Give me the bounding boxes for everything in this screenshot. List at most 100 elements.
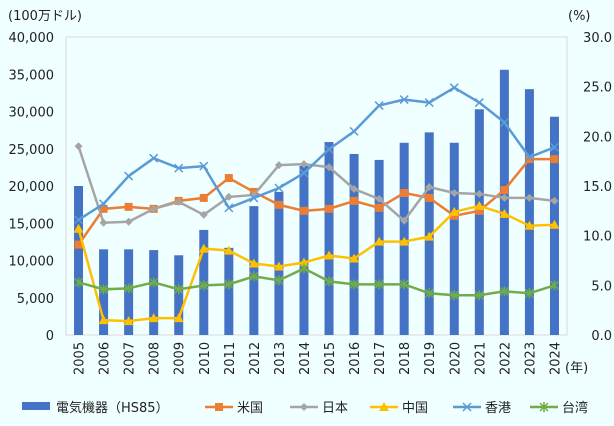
bar bbox=[524, 89, 534, 336]
left-tick-label: 30,000 bbox=[9, 106, 55, 121]
marker-star bbox=[149, 277, 159, 288]
x-tick-label: 2015 bbox=[323, 342, 338, 375]
line-series-日本 bbox=[74, 142, 559, 227]
x-tick-label: 2005 bbox=[73, 342, 88, 375]
x-tick-label: 2007 bbox=[123, 342, 138, 375]
marker-diamond bbox=[99, 218, 108, 227]
marker-x bbox=[249, 193, 259, 203]
bar bbox=[149, 250, 159, 335]
marker-star bbox=[399, 279, 409, 290]
bar bbox=[374, 159, 384, 335]
marker-x bbox=[73, 215, 84, 225]
marker-square bbox=[274, 200, 283, 209]
bar bbox=[174, 255, 184, 335]
x-tick-label: 2021 bbox=[473, 342, 488, 375]
right-tick-label: 5.0 bbox=[591, 279, 612, 294]
marker-triangle bbox=[349, 253, 360, 263]
marker-diamond bbox=[425, 182, 434, 191]
left-tick-label: 10,000 bbox=[9, 255, 55, 270]
x-tick-label: 2006 bbox=[98, 342, 113, 375]
marker-diamond bbox=[450, 188, 459, 197]
marker-diamond bbox=[149, 204, 158, 213]
marker-x bbox=[224, 203, 234, 213]
bar bbox=[474, 109, 484, 335]
marker-x bbox=[174, 163, 184, 173]
marker-star bbox=[274, 275, 284, 286]
marker-star bbox=[549, 280, 560, 291]
bar bbox=[249, 206, 259, 335]
marker-x bbox=[499, 117, 509, 127]
right-tick-label: 30.0 bbox=[583, 31, 612, 46]
marker-square bbox=[215, 403, 223, 411]
marker-star bbox=[249, 271, 259, 282]
marker-x bbox=[99, 199, 109, 209]
marker-square bbox=[224, 174, 233, 183]
marker-diamond bbox=[475, 189, 484, 198]
marker-diamond bbox=[300, 403, 308, 411]
marker-triangle bbox=[73, 223, 84, 233]
legend-label: 台湾 bbox=[562, 400, 588, 416]
marker-diamond bbox=[400, 216, 409, 225]
marker-diamond bbox=[375, 194, 384, 203]
left-tick-label: 15,000 bbox=[9, 217, 55, 232]
left-axis-unit: (100万ドル) bbox=[8, 9, 82, 24]
line-series-米国 bbox=[74, 155, 559, 249]
marker-square bbox=[550, 155, 559, 164]
marker-star bbox=[324, 276, 334, 287]
legend-label: 日本 bbox=[322, 401, 348, 416]
marker-x bbox=[349, 126, 359, 136]
marker-square bbox=[425, 193, 434, 202]
right-tick-label: 25.0 bbox=[583, 81, 612, 96]
right-tick-label: 15.0 bbox=[583, 180, 612, 195]
legend-label: 香港 bbox=[485, 401, 511, 416]
right-tick-label: 20.0 bbox=[583, 130, 612, 145]
marker-star bbox=[539, 402, 549, 412]
legend-swatch-bar bbox=[22, 402, 50, 410]
x-tick-label: 2013 bbox=[273, 342, 288, 375]
marker-x bbox=[374, 101, 384, 111]
marker-star bbox=[73, 277, 84, 288]
x-tick-label: 2014 bbox=[298, 342, 313, 375]
marker-square bbox=[400, 188, 409, 197]
legend-label: 中国 bbox=[402, 401, 428, 416]
marker-x bbox=[149, 153, 159, 163]
marker-square bbox=[74, 240, 83, 249]
marker-diamond bbox=[174, 197, 183, 206]
marker-x bbox=[462, 402, 472, 412]
x-tick-label: 2024 bbox=[548, 342, 563, 375]
line-series-台湾 bbox=[73, 263, 560, 301]
left-tick-label: 40,000 bbox=[9, 31, 55, 46]
marker-triangle bbox=[173, 313, 184, 323]
marker-x bbox=[124, 171, 134, 181]
left-tick-label: 35,000 bbox=[9, 68, 55, 83]
marker-triangle bbox=[399, 236, 410, 246]
marker-x bbox=[549, 142, 560, 152]
marker-triangle bbox=[549, 219, 560, 229]
series-line bbox=[77, 204, 555, 323]
x-tick-label: 2010 bbox=[198, 342, 213, 375]
marker-diamond bbox=[350, 184, 359, 193]
marker-triangle bbox=[198, 243, 209, 253]
marker-x bbox=[299, 168, 309, 178]
marker-star bbox=[99, 284, 109, 295]
marker-diamond bbox=[224, 192, 233, 201]
x-tick-label: 2019 bbox=[423, 342, 438, 375]
marker-triangle bbox=[374, 236, 385, 246]
marker-triangle bbox=[123, 316, 134, 326]
marker-diamond bbox=[124, 217, 133, 226]
bar bbox=[74, 186, 84, 335]
marker-square bbox=[525, 155, 534, 164]
marker-triangle bbox=[424, 231, 435, 241]
marker-square bbox=[99, 204, 108, 213]
right-tick-label: 0.0 bbox=[591, 329, 612, 344]
marker-square bbox=[375, 203, 384, 212]
left-tick-label: 5,000 bbox=[17, 292, 54, 307]
marker-square bbox=[475, 206, 484, 215]
right-tick-label: 10.0 bbox=[583, 230, 612, 245]
marker-star bbox=[124, 283, 134, 294]
marker-triangle bbox=[449, 206, 460, 216]
marker-star bbox=[424, 288, 434, 299]
marker-triangle bbox=[98, 315, 109, 325]
marker-star bbox=[499, 286, 509, 297]
